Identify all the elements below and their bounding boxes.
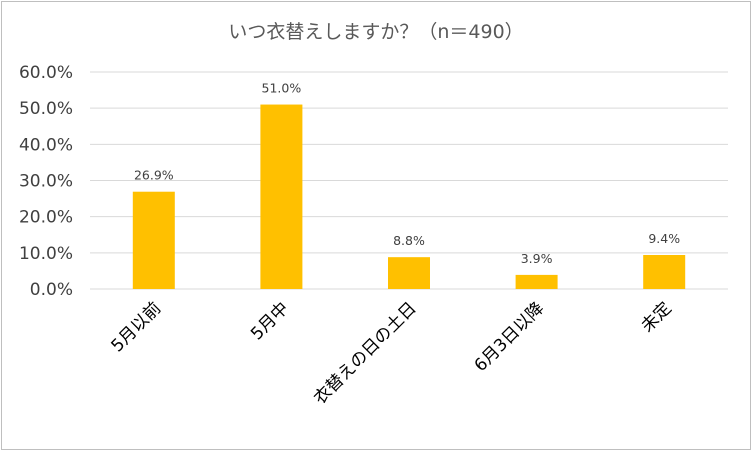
y-tick-label: 50.0% xyxy=(19,99,73,119)
category-label: 5月以前 xyxy=(107,298,165,356)
bar xyxy=(515,274,558,289)
category-labels: 5月以前 5月中 衣替えの日の土日 6月3日以降 未定 xyxy=(107,298,675,408)
bar xyxy=(388,257,430,289)
category-label: 衣替えの日の土日 xyxy=(310,298,420,408)
y-tick-label: 20.0% xyxy=(19,208,73,228)
category-label: 5月中 xyxy=(247,298,293,344)
data-label: 3.9% xyxy=(521,251,553,266)
y-tick-label: 10.0% xyxy=(19,244,73,264)
chart-title: いつ衣替えしますか？（n＝490） xyxy=(228,21,523,43)
y-tick-label: 60.0% xyxy=(19,63,73,83)
data-labels: 26.9% 51.0% 8.8% 3.9% 9.4% xyxy=(134,81,680,266)
data-label: 26.9% xyxy=(134,168,174,183)
data-label: 8.8% xyxy=(393,233,425,248)
y-axis-ticks: 0.0% 10.0% 20.0% 30.0% 40.0% 50.0% 60.0% xyxy=(19,63,73,300)
y-tick-label: 30.0% xyxy=(19,172,73,192)
category-label: 未定 xyxy=(638,298,676,336)
bar xyxy=(260,104,303,289)
bar xyxy=(132,191,175,289)
y-tick-label: 40.0% xyxy=(19,135,73,155)
data-label: 9.4% xyxy=(648,231,680,246)
bars xyxy=(132,104,686,289)
y-tick-label: 0.0% xyxy=(30,280,73,300)
category-label: 6月3日以降 xyxy=(471,298,549,376)
bar xyxy=(643,255,686,289)
grid-lines xyxy=(90,71,728,290)
data-label: 51.0% xyxy=(262,81,302,96)
